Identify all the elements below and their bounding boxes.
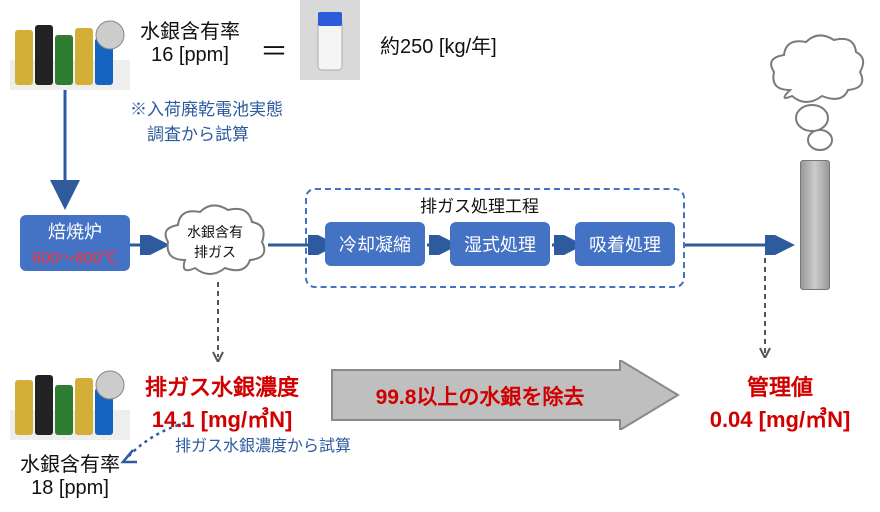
hg-rate-top: 水銀含有率 16 [ppm]: [140, 15, 240, 67]
process-step-1: 冷却凝縮: [325, 222, 425, 266]
process-step-3: 吸着処理: [575, 222, 675, 266]
hg-rate-bottom: 水銀含有率 18 [ppm]: [10, 448, 130, 500]
control-label: 管理値: [695, 370, 865, 402]
exhaust-note: 排ガス水銀濃度から試算: [175, 432, 351, 456]
batteries-bottom-image: [10, 360, 130, 445]
process-step-2: 湿式処理: [450, 222, 550, 266]
chimney-icon: [800, 160, 830, 290]
footnote-l2: 調査から試算: [130, 120, 283, 145]
hg-rate-top-value: 16 [ppm]: [140, 44, 240, 67]
process-group-title: 排ガス処理工程: [420, 192, 539, 217]
hg-rate-bottom-label: 水銀含有率: [10, 448, 130, 477]
control-val: 0.04 [mg/㎥N]: [695, 402, 865, 434]
gas-cloud: 水銀含有 排ガス: [160, 200, 270, 290]
furnace-name: 焙焼炉: [48, 218, 102, 244]
hg-rate-top-label: 水銀含有率: [140, 15, 240, 44]
gas-cloud-l2: 排ガス: [160, 242, 270, 262]
gas-cloud-l1: 水銀含有: [160, 222, 270, 242]
dashed-down-2-icon: [755, 258, 775, 358]
batteries-top-image: [10, 10, 130, 95]
control-value: 管理値 0.04 [mg/㎥N]: [695, 370, 865, 434]
bottle-image: [300, 0, 360, 85]
equals-sign: ＝: [260, 30, 288, 70]
annual-amount: 約250 [kg/年]: [380, 30, 497, 59]
hg-rate-bottom-value: 18 [ppm]: [10, 477, 130, 500]
arrow-down-icon: [50, 90, 80, 210]
footnote-l1: ※入荷廃乾電池実態: [130, 95, 283, 120]
footnote: ※入荷廃乾電池実態 調査から試算: [130, 95, 283, 145]
furnace-temp: 600～800℃: [32, 244, 117, 268]
furnace-box: 焙焼炉 600～800℃: [20, 215, 130, 271]
exhaust-label: 排ガス水銀濃度: [145, 370, 299, 402]
big-arrow-text: 99.8以上の水銀を除去: [330, 381, 630, 411]
dashed-down-1-icon: [208, 282, 228, 362]
smoke-icon: [760, 20, 870, 170]
arrow-right-5-icon: [685, 235, 795, 255]
